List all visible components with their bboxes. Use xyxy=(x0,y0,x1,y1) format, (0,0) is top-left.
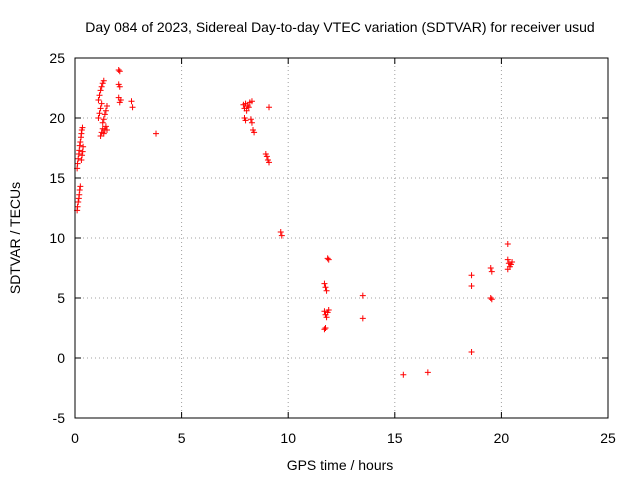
data-point xyxy=(468,349,475,355)
data-point xyxy=(504,266,511,273)
data-point xyxy=(98,83,105,90)
grid-lines xyxy=(75,58,608,418)
x-tick-label: 25 xyxy=(600,430,616,446)
data-point xyxy=(76,187,83,193)
data-point xyxy=(244,103,251,109)
axis-ticks xyxy=(74,57,609,419)
x-tick-label: 15 xyxy=(387,430,403,446)
data-point xyxy=(115,67,122,73)
data-point xyxy=(359,292,366,299)
y-tick-label: -5 xyxy=(53,410,66,426)
data-point xyxy=(95,115,102,121)
data-point xyxy=(323,314,330,321)
data-point xyxy=(251,129,258,136)
data-point xyxy=(321,280,328,287)
y-tick-label: 0 xyxy=(57,350,65,366)
data-point xyxy=(359,315,366,322)
data-point xyxy=(97,133,104,139)
data-point xyxy=(266,159,273,166)
data-point xyxy=(243,107,250,114)
data-point xyxy=(487,295,494,301)
data-point xyxy=(97,87,104,94)
data-point xyxy=(468,272,475,279)
y-tick-label: 25 xyxy=(49,50,65,66)
data-point xyxy=(96,92,103,99)
x-tick-label: 0 xyxy=(71,430,79,446)
data-point xyxy=(488,296,495,303)
data-point xyxy=(100,77,107,84)
data-point xyxy=(99,119,106,126)
data-point xyxy=(100,130,107,137)
data-point xyxy=(247,116,254,123)
x-tick-labels: 0 5 10 15 20 25 xyxy=(71,430,616,446)
data-point xyxy=(245,104,252,111)
data-point xyxy=(76,142,83,149)
y-tick-label: 10 xyxy=(49,230,65,246)
y-tick-label: 15 xyxy=(49,170,65,186)
data-point xyxy=(96,110,103,117)
data-point xyxy=(128,98,135,105)
data-point xyxy=(504,256,511,263)
data-point xyxy=(277,229,284,235)
data-point xyxy=(78,157,85,163)
data-point xyxy=(129,104,136,111)
data-points xyxy=(74,67,516,378)
data-point xyxy=(504,241,511,247)
data-point xyxy=(278,232,285,239)
data-point xyxy=(95,97,102,103)
data-point xyxy=(248,98,255,105)
data-point xyxy=(77,183,84,190)
data-point xyxy=(75,199,82,205)
data-point xyxy=(116,68,123,75)
data-point xyxy=(98,100,105,107)
data-point xyxy=(103,127,110,133)
data-point xyxy=(322,284,329,291)
x-tick-label: 20 xyxy=(494,430,510,446)
data-point xyxy=(116,83,123,90)
y-axis-label: SDTVAR / TECUs xyxy=(7,182,23,294)
data-point xyxy=(77,139,84,145)
data-point xyxy=(74,203,81,210)
data-point xyxy=(103,103,110,109)
data-point xyxy=(487,265,494,271)
data-point xyxy=(79,124,86,131)
chart-title: Day 084 of 2023, Sidereal Day-to-day VTE… xyxy=(85,19,594,35)
data-point xyxy=(242,117,249,124)
data-point xyxy=(321,308,328,315)
data-point xyxy=(248,119,255,126)
y-tick-labels: -5 0 5 10 15 20 25 xyxy=(49,50,65,426)
data-point xyxy=(323,287,330,294)
x-axis-label: GPS time / hours xyxy=(287,457,394,473)
data-point xyxy=(400,371,407,378)
data-point xyxy=(509,259,516,265)
plot-frame xyxy=(74,57,609,419)
data-point xyxy=(321,326,328,333)
data-point xyxy=(424,369,431,376)
x-tick-label: 5 xyxy=(178,430,186,446)
data-point xyxy=(324,255,331,262)
data-point xyxy=(102,123,109,130)
data-point xyxy=(266,104,273,111)
data-point xyxy=(80,143,87,150)
data-point xyxy=(97,105,104,112)
data-point xyxy=(79,152,86,159)
x-tick-label: 10 xyxy=(280,430,296,446)
y-tick-label: 20 xyxy=(49,110,65,126)
data-point xyxy=(322,325,329,331)
data-point xyxy=(153,130,160,137)
y-tick-label: 5 xyxy=(57,290,65,306)
data-point xyxy=(102,107,109,114)
data-point xyxy=(100,116,107,123)
data-point xyxy=(468,283,475,289)
data-point xyxy=(117,97,124,103)
data-point xyxy=(263,153,270,160)
data-point xyxy=(101,111,108,118)
data-point xyxy=(75,155,82,162)
data-point xyxy=(74,160,81,167)
data-point xyxy=(325,256,332,263)
data-point xyxy=(488,268,495,275)
data-point xyxy=(325,307,332,313)
